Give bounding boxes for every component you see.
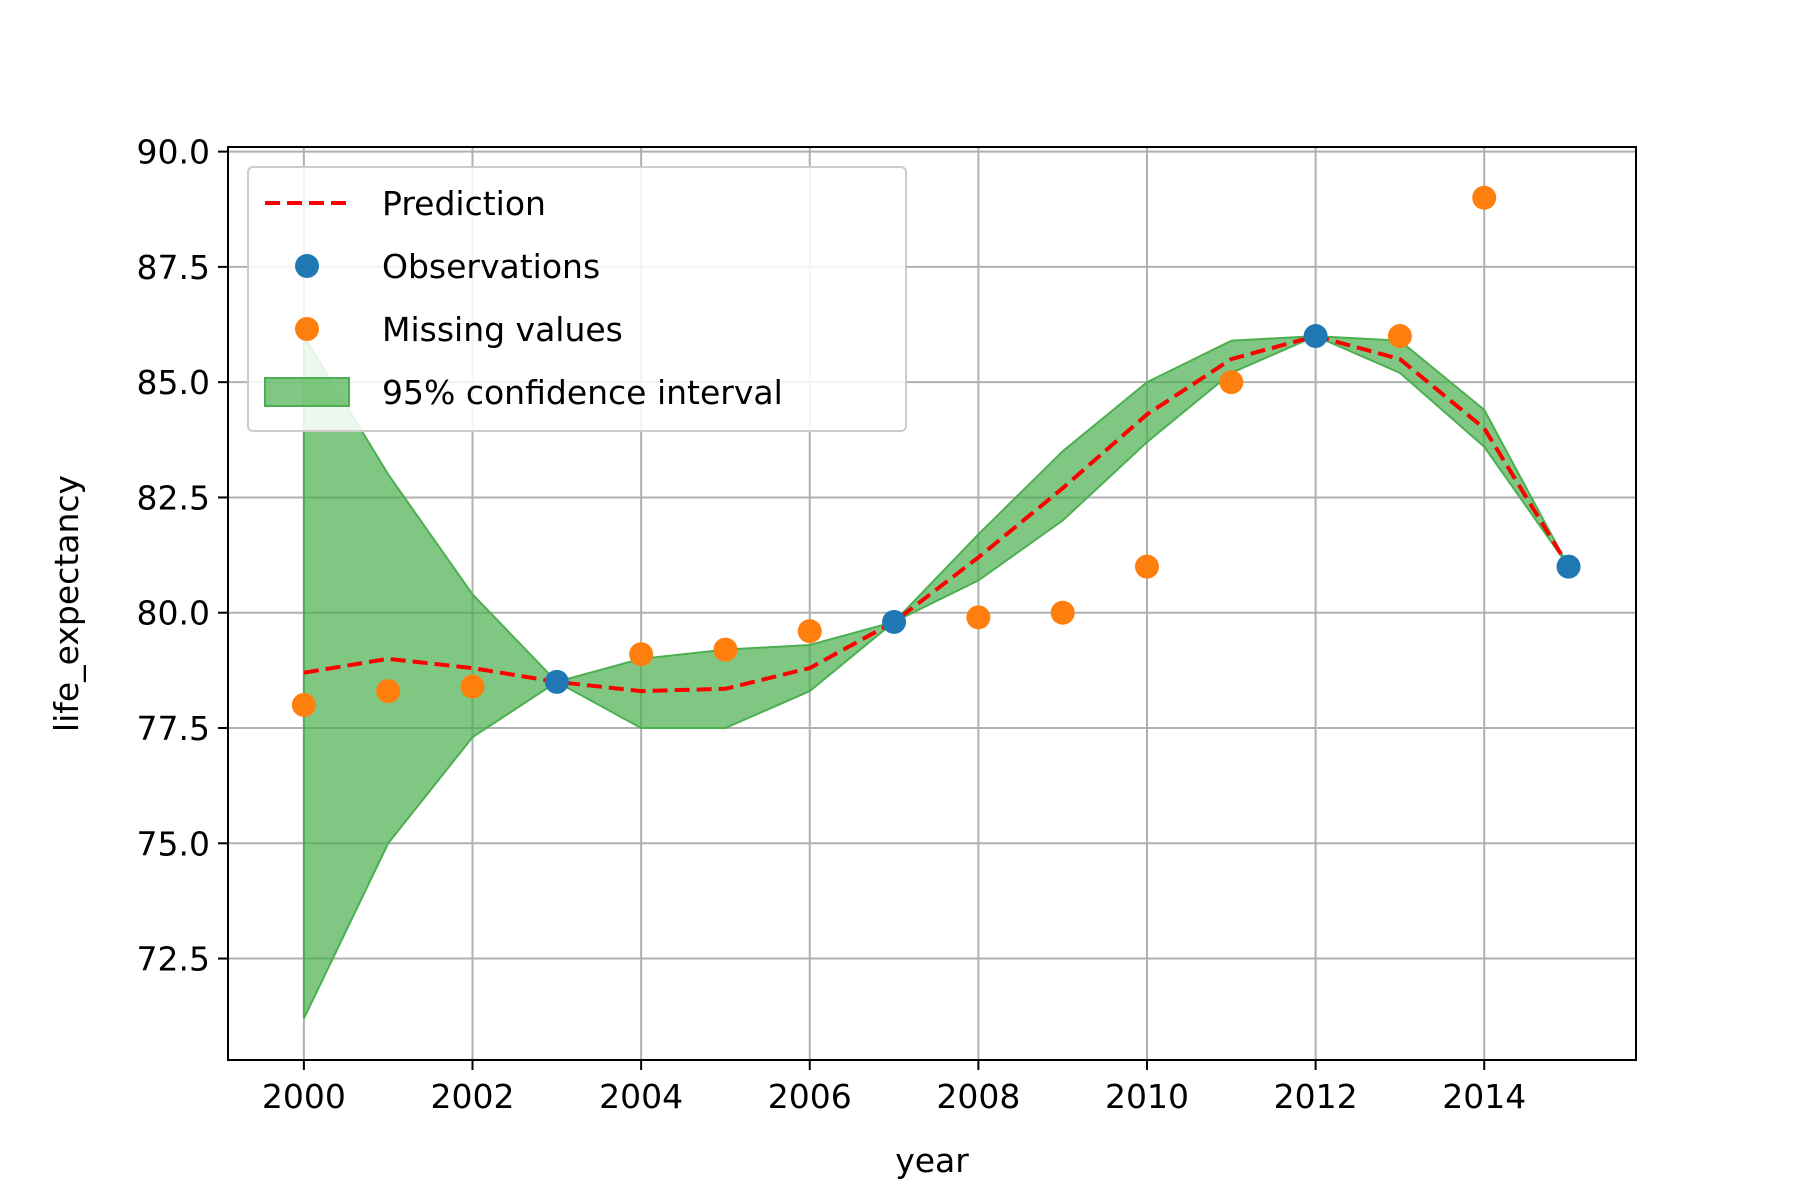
ticks: 2000 2002 2004 2006 2008 2010 2012 2014 72.5 75.0… xyxy=(137,133,1527,1116)
missing-value-point xyxy=(713,637,738,662)
legend-label-missing-values: Missing values xyxy=(382,310,623,349)
observation-point xyxy=(544,669,569,694)
missing-value-point xyxy=(797,619,822,644)
observation-point xyxy=(882,609,907,634)
x-tick-label: 2006 xyxy=(768,1077,852,1116)
prediction-line xyxy=(303,334,1571,694)
confidence-band-layer xyxy=(302,332,1570,1019)
x-tick-label: 2010 xyxy=(1105,1077,1189,1116)
y-tick-label: 80.0 xyxy=(137,594,210,633)
legend-label-confidence-interval: 95% confidence interval xyxy=(382,373,783,412)
confidence-band xyxy=(302,332,1570,1019)
x-tick-label: 2000 xyxy=(262,1077,346,1116)
points-layer xyxy=(291,185,1581,717)
y-tick-label: 75.0 xyxy=(137,824,210,863)
x-axis-label: year xyxy=(895,1141,969,1180)
missing-value-point xyxy=(1219,370,1244,395)
missing-value-point xyxy=(460,674,485,699)
y-tick-label: 82.5 xyxy=(137,478,210,517)
y-tick-label: 72.5 xyxy=(137,940,210,979)
y-tick-label: 77.5 xyxy=(137,709,210,748)
x-tick-label: 2012 xyxy=(1274,1077,1358,1116)
missing-value-point xyxy=(1050,600,1075,625)
x-tick-label: 2008 xyxy=(936,1077,1020,1116)
plot-frame xyxy=(227,146,1637,1061)
y-axis-label: life_expectancy xyxy=(47,475,86,732)
x-tick-label: 2004 xyxy=(599,1077,683,1116)
missing-value-point xyxy=(1387,324,1412,349)
y-tick-label: 85.0 xyxy=(137,363,210,402)
legend-ci-swatch xyxy=(264,377,350,407)
observation-point xyxy=(1556,554,1581,579)
prediction-line-layer xyxy=(303,334,1571,694)
legend: Prediction Observations Missing values 9… xyxy=(247,166,907,432)
missing-value-point xyxy=(629,642,654,667)
y-tick-label: 90.0 xyxy=(137,133,210,172)
y-tick-label: 87.5 xyxy=(137,248,210,287)
missing-value-point xyxy=(1134,554,1159,579)
legend-missing-swatch xyxy=(295,317,319,341)
legend-box xyxy=(247,166,907,432)
missing-value-point xyxy=(376,679,401,704)
x-tick-label: 2014 xyxy=(1442,1077,1526,1116)
missing-value-point xyxy=(291,692,316,717)
legend-label-observations: Observations xyxy=(382,247,600,286)
missing-value-point xyxy=(1472,185,1497,210)
x-tick-label: 2002 xyxy=(431,1077,515,1116)
legend-observations-swatch xyxy=(295,254,319,278)
observation-point xyxy=(1303,324,1328,349)
missing-value-point xyxy=(966,605,991,630)
legend-label-prediction: Prediction xyxy=(382,184,546,223)
